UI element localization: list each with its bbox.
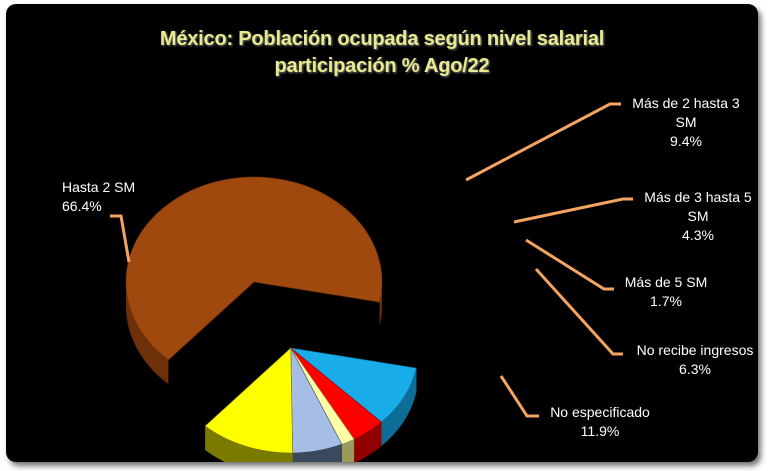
slice-hasta-2-sm — [125, 176, 383, 361]
leader-line-mas-de-3-hasta-5-sm — [513, 197, 633, 224]
leader-line-mas-de-5-sm — [525, 238, 614, 291]
slice-mas-de-2-hasta-3-sm — [289, 347, 417, 423]
data-label-no-recibe-ingresos: No recibe ingresos 6.3% — [637, 342, 754, 377]
leader-line-hasta-2-sm — [110, 214, 131, 263]
slice-no-especificado — [204, 347, 293, 454]
slice-side-mas-de-2-hasta-3-sm — [381, 368, 417, 447]
data-label-hasta-2-sm: Hasta 2 SM 66.4% — [62, 179, 135, 214]
leader-line-no-recibe-ingresos — [534, 267, 623, 356]
data-label-no-especificado: No especificado 11.9% — [550, 404, 650, 439]
chart-subtitle: participación % Ago/22 — [274, 55, 490, 77]
data-labels: Hasta 2 SM 66.4% Más de 2 hasta 3 SM 9.4% Más… — [62, 95, 753, 439]
data-label-mas-de-2-hasta-3-sm: Más de 2 hasta 3 SM 9.4% — [632, 95, 740, 149]
data-label-mas-de-5-sm: Más de 5 SM 1.7% — [625, 274, 707, 309]
leader-line-no-especificado — [499, 375, 539, 418]
leader-line-mas-de-2-hasta-3-sm — [465, 102, 621, 182]
pie-chart: Hasta 2 SM 66.4% Más de 2 hasta 3 SM 9.4% Más… — [62, 95, 753, 462]
chart-title: México: Población ocupada según nivel sa… — [159, 28, 605, 50]
slice-side-mas-de-5-sm — [341, 439, 355, 462]
pie-slice-tops — [125, 176, 417, 454]
data-label-mas-de-3-hasta-5-sm: Más de 3 hasta 5 SM 4.3% — [644, 189, 752, 243]
chart-area: México: Población ocupada según nivel sa… — [6, 4, 758, 462]
slice-side-no-especificado — [205, 426, 293, 462]
slice-side-no-recibe-ingresos — [292, 444, 342, 462]
slice-side-mas-de-3-hasta-5-sm — [354, 422, 382, 462]
